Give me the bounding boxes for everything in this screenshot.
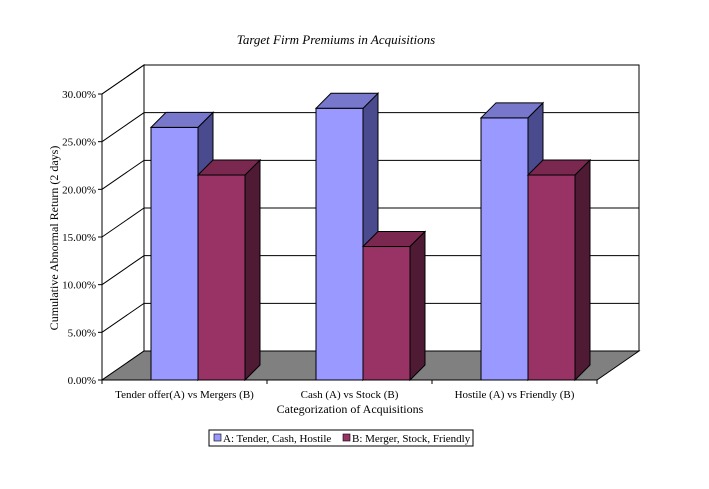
x-tick-label: Cash (A) vs Stock (B) (301, 389, 399, 401)
bar-top (314, 92, 380, 109)
bar-top (526, 159, 592, 176)
y-axis-ticks: 0.00% 5.00% 10.00% 15.00% 20.00% 25.00% 30.00% (62, 89, 103, 387)
chart-title: Target Firm Premiums in Acquisitions (237, 32, 435, 47)
bar-series-b (526, 158, 592, 382)
bar-front (197, 174, 246, 381)
bar-series-b (361, 230, 427, 382)
bar-side (574, 158, 591, 382)
legend-box (208, 429, 474, 447)
bar-front (362, 246, 411, 381)
bar-series-a (314, 92, 380, 382)
legend-swatch-a (213, 433, 222, 442)
legend: A: Tender, Cash, Hostile B: Merger, Stoc… (208, 429, 474, 447)
bar-side (409, 230, 426, 382)
gridline (101, 302, 639, 333)
gridline (101, 207, 639, 238)
legend-label-a: A: Tender, Cash, Hostile (223, 433, 331, 445)
legend-swatch-b (342, 433, 351, 442)
x-tick-label: Tender offer(A) vs Mergers (B) (115, 389, 254, 401)
bar-top (149, 111, 215, 128)
bar-front (480, 117, 529, 381)
gridline (101, 159, 639, 190)
y-tick-label: 15.00% (62, 232, 96, 244)
bar-top (479, 102, 545, 119)
y-tick-label: 10.00% (62, 280, 96, 292)
bar-top (361, 231, 427, 248)
gridline (101, 112, 639, 143)
y-tick-label: 5.00% (68, 327, 96, 339)
x-axis-label: Categorization of Acquisitions (277, 402, 424, 416)
y-tick-label: 20.00% (62, 184, 96, 196)
x-tick-label: Hostile (A) vs Friendly (B) (455, 389, 575, 401)
gridline (101, 64, 639, 95)
y-tick-label: 0.00% (68, 375, 96, 387)
y-axis-label: Cumulative Abnormal Return (2 days) (47, 146, 61, 331)
bar-front (315, 107, 364, 381)
bars (149, 92, 592, 382)
x-axis-ticks: Tender offer(A) vs Mergers (B) Cash (A) v… (101, 379, 598, 401)
bar-series-b (196, 158, 262, 382)
legend-label-b: B: Merger, Stock, Friendly (352, 433, 471, 445)
gridlines (101, 64, 639, 333)
bar-side (244, 158, 261, 382)
bar-top (196, 159, 262, 176)
bar-front (527, 174, 576, 381)
y-tick-label: 30.00% (62, 89, 96, 101)
y-tick-label: 25.00% (62, 137, 96, 149)
bar-front (150, 126, 199, 381)
gridline (101, 255, 639, 286)
